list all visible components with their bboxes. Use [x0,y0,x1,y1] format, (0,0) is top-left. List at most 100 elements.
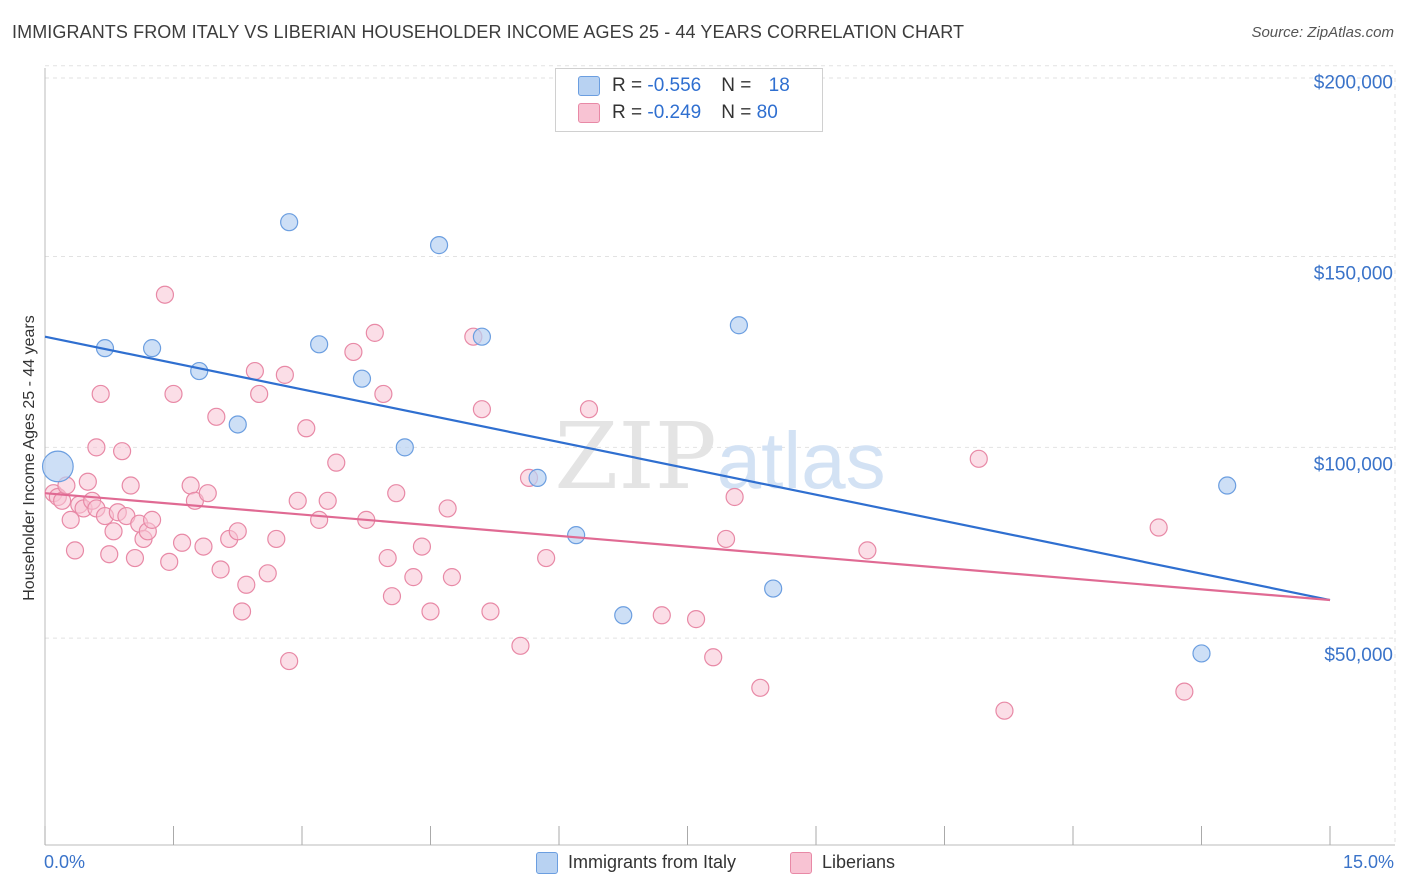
liberians-point [704,648,723,667]
liberians-point [995,701,1014,720]
axes [44,68,1395,846]
series-legend: Immigrants from Italy Liberians [0,852,1406,878]
italy-trend-line [44,335,1331,602]
chart-title: IMMIGRANTS FROM ITALY VS LIBERIAN HOUSEH… [12,22,965,42]
y-tick-label-1: $100,000 [1314,454,1393,475]
liberians-point [969,449,988,468]
liberians-point [378,548,397,568]
italy-point [190,361,209,381]
italy-point [472,327,491,346]
liberians-point [438,499,457,518]
legend-r-label: R = [612,75,648,96]
liberians-point [288,491,307,510]
legend-r-value: -0.556 [647,75,702,96]
italy-point [764,579,783,598]
liberians-point [207,407,226,426]
liberians-point [318,491,337,510]
liberians-point [78,472,97,491]
liberians-point [344,342,363,362]
liberians-point [310,510,329,529]
liberians-point [121,476,140,495]
liberians-point [327,453,346,472]
liberians-point [374,384,393,404]
liberians-point [365,323,384,342]
legend-row-italy: R = -0.556 N = 18 [578,75,790,99]
series-swatch-liberians [790,852,812,875]
liberians-point [237,575,256,594]
legend-n-label: N = [721,75,757,96]
series-legend-italy: Immigrants from Italy [536,852,737,875]
liberians-point [1149,518,1168,537]
liberians-point [751,678,770,697]
watermark: ZIPatlas [554,403,885,510]
liberians-point [686,610,706,629]
italy-point [729,316,749,335]
italy-point [228,415,247,434]
liberians-point [181,476,200,495]
y-tick-label-0: $50,000 [1324,645,1393,666]
liberians-point [100,545,119,564]
liberians-point [258,564,277,583]
liberians-point [160,552,179,571]
liberians-point [198,484,217,503]
italy-point [41,450,74,483]
legend-r-value: -0.249 [647,102,702,123]
italy-point [280,213,299,232]
italy-point [142,339,162,358]
series-legend-liberians: Liberians [790,852,896,875]
legend-swatch-italy [578,75,600,96]
series-swatch-italy [536,852,558,875]
liberians-point [537,548,556,568]
liberians-point [421,602,440,621]
liberians-point [481,602,500,621]
liberians-point [87,438,106,457]
legend-row-liberians: R = -0.249 N = 80 [578,102,778,126]
italy-point [614,606,633,625]
series-label-liberians: Liberians [822,852,896,872]
liberians-point [228,522,247,541]
liberians-point [472,400,491,419]
series-label-italy: Immigrants from Italy [568,852,737,872]
italy-point [429,236,449,255]
trend-lines [44,335,1331,602]
liberians-point [194,537,213,556]
italy-point [395,438,414,457]
liberians-point [442,568,462,587]
y-tick-label-2: $150,000 [1314,264,1393,285]
legend-n-label: N = [721,102,757,123]
liberians-point [232,602,252,621]
legend-r-label: R = [612,102,648,123]
liberians-point [382,587,402,606]
liberians-point [164,384,183,404]
liberians-point [387,484,406,503]
x-tick-max: 15.0% [1342,852,1394,872]
italy-point [528,468,547,487]
liberians-point [172,533,192,552]
italy-point [352,369,372,388]
liberians-trend-line [44,492,1331,602]
italy-point [1192,644,1211,663]
y-tick-labels: $50,000 $100,000 $150,000 $200,000 [1314,73,1393,666]
liberians-point [65,541,85,560]
liberians-point [155,285,175,304]
liberians-point [858,541,877,560]
liberians-point [404,568,423,587]
liberians-point [61,510,80,529]
liberians-point [91,384,110,404]
correlation-legend: R = -0.556 N = 18 R = -0.249 N = 80 [555,68,823,132]
legend-n-value: 18 [768,75,790,96]
liberians-point [579,400,599,419]
liberians-point [297,419,316,438]
liberians-point [275,365,294,384]
watermark-zip: ZIP [554,403,716,510]
liberians-point [725,487,744,507]
italy-point [310,335,329,354]
liberians-point [716,529,736,549]
liberians-point [280,651,299,671]
liberians-points [44,285,1194,720]
liberians-point [142,510,162,529]
watermark-atlas: atlas [717,416,886,505]
legend-n-value: 80 [756,102,778,123]
legend-swatch-liberians [578,102,600,123]
